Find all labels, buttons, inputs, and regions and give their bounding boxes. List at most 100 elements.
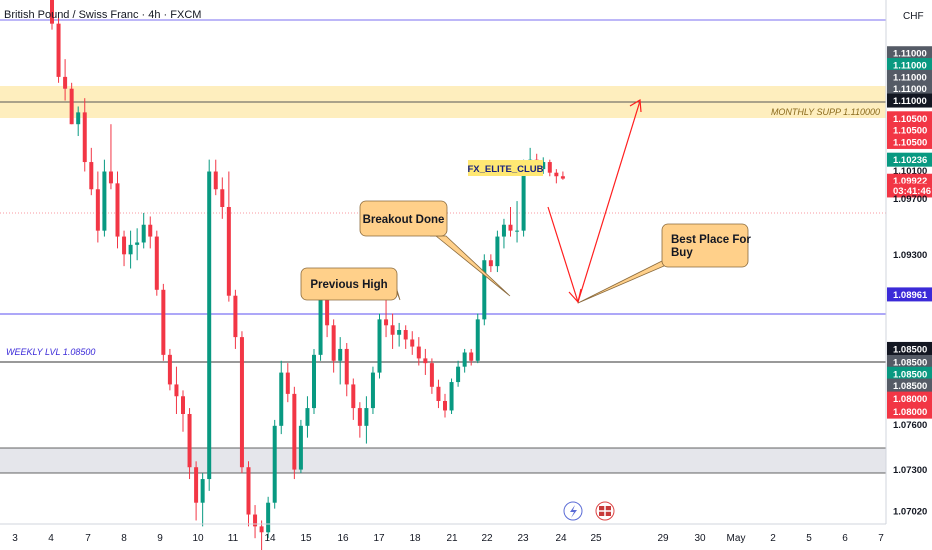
price-axis-label: 03:41:46 — [887, 183, 932, 198]
time-axis-label: 15 — [300, 533, 312, 544]
level-labels: MONTHLY SUPP 1.110000 WEEKLY LVL 1.08500 — [6, 107, 880, 357]
price-axis-label-text: 03:41:46 — [893, 186, 931, 197]
price-axis-label: 1.10500 — [887, 111, 932, 126]
candle — [266, 496, 271, 539]
candle — [410, 331, 415, 355]
price-axis-label: 1.07600 — [893, 420, 927, 431]
price-axis-label-text: 1.08000 — [893, 394, 927, 405]
candle — [239, 331, 244, 474]
candle — [351, 378, 356, 420]
candle — [495, 230, 500, 273]
candle — [416, 337, 421, 366]
candle — [95, 171, 100, 243]
candle — [285, 363, 290, 403]
callout-previous-high-text: Previous High — [310, 279, 387, 291]
lower-demand-zone — [0, 448, 886, 473]
candle — [318, 289, 323, 361]
candle — [456, 360, 461, 387]
price-axis-label-text: 1.08500 — [893, 357, 927, 368]
price-axis-label-text: 1.09922 — [893, 176, 927, 187]
candle — [357, 402, 362, 438]
watermark-text: FX_ELITE_CLUB — [467, 164, 543, 175]
price-axis-label: 1.11000 — [887, 81, 932, 96]
time-axis-label: 7 — [85, 533, 91, 544]
candle — [515, 201, 520, 243]
price-axis-label: 1.11000 — [887, 69, 932, 84]
price-axis-label-text: 1.10236 — [893, 155, 927, 166]
price-axis-label: 1.08000 — [887, 391, 932, 406]
candle — [475, 313, 480, 364]
price-axis-label: 1.10100 — [893, 166, 927, 177]
callout-best-place-line2: Buy — [671, 247, 693, 259]
price-axis-label: 1.08961 — [887, 287, 932, 302]
candle — [82, 98, 87, 172]
candle — [207, 159, 212, 491]
price-axis-label-text: 1.11000 — [893, 96, 927, 107]
candle — [148, 216, 153, 249]
price-axis-label-text: 1.08500 — [893, 344, 927, 355]
price-axis-label: 1.10236 — [887, 152, 932, 167]
candle — [364, 396, 369, 444]
price-axis-label: 1.07300 — [893, 465, 927, 476]
candle — [115, 171, 120, 249]
candle — [128, 230, 133, 269]
price-axis-label-text: 1.10500 — [893, 114, 927, 125]
price-axis-label-text: 1.08961 — [893, 290, 928, 301]
candle — [547, 159, 552, 177]
callout-best-place[interactable]: Best Place For Buy — [577, 223, 751, 304]
time-axis-label: 29 — [657, 533, 669, 544]
callout-best-place-line1: Best Place For — [671, 234, 751, 246]
annotations — [547, 98, 642, 305]
candles-layer — [50, 0, 565, 550]
price-axis-label: 1.08500 — [887, 378, 932, 393]
time-axis-label: 25 — [590, 533, 602, 544]
price-axis-label-text: 1.09700 — [893, 194, 927, 205]
candle — [187, 408, 192, 480]
candle — [482, 254, 487, 326]
candle — [122, 230, 127, 267]
callout-breakout-done[interactable]: Breakout Done — [359, 200, 511, 297]
time-axis-label: May — [727, 533, 746, 544]
price-axis-label-text: 1.11000 — [893, 49, 927, 60]
candle — [89, 147, 94, 196]
candle — [370, 366, 375, 414]
price-axis-label-text: 1.10100 — [893, 166, 927, 177]
time-axis: 3 4 7 8 9 10 11 14 15 16 17 18 21 22 23 24 25 29 30 May 2 5 6 7 — [0, 523, 886, 544]
candle — [154, 230, 159, 296]
time-axis-label: 7 — [878, 533, 884, 544]
projection-arrow-line — [547, 100, 641, 305]
price-axis-label-text: 1.08000 — [893, 407, 927, 418]
currency-label: CHF — [903, 11, 924, 22]
time-axis-label: 24 — [555, 533, 567, 544]
price-axis: CHF 1.110001.110001.110001.110001.110001… — [885, 0, 932, 524]
time-axis-label: 6 — [842, 533, 848, 544]
price-label-stack: 1.110001.110001.110001.110001.110001.105… — [887, 46, 932, 517]
candle — [501, 218, 506, 249]
candle — [305, 396, 310, 438]
candle — [167, 348, 172, 391]
candle — [449, 378, 454, 414]
time-axis-label: 9 — [157, 533, 163, 544]
candle — [397, 322, 402, 347]
candle — [233, 289, 238, 349]
candle — [541, 157, 546, 174]
candle — [560, 171, 565, 180]
price-axis-label: 1.10500 — [887, 123, 932, 138]
price-axis-label: 1.08000 — [887, 404, 932, 419]
candle — [102, 159, 107, 237]
candle — [69, 82, 74, 125]
price-axis-label-text: 1.08500 — [893, 369, 927, 380]
time-axis-label: 30 — [694, 533, 706, 544]
candle — [174, 366, 179, 414]
candle — [462, 348, 467, 373]
candle — [390, 313, 395, 349]
callout-previous-high[interactable]: Previous High — [300, 267, 401, 301]
time-axis-label: 22 — [481, 533, 493, 544]
candle — [436, 379, 441, 409]
price-axis-label-text: 1.07020 — [893, 506, 927, 517]
candle — [213, 159, 218, 196]
candle — [508, 206, 513, 237]
time-axis-label: 4 — [48, 533, 54, 544]
candle — [488, 254, 493, 273]
